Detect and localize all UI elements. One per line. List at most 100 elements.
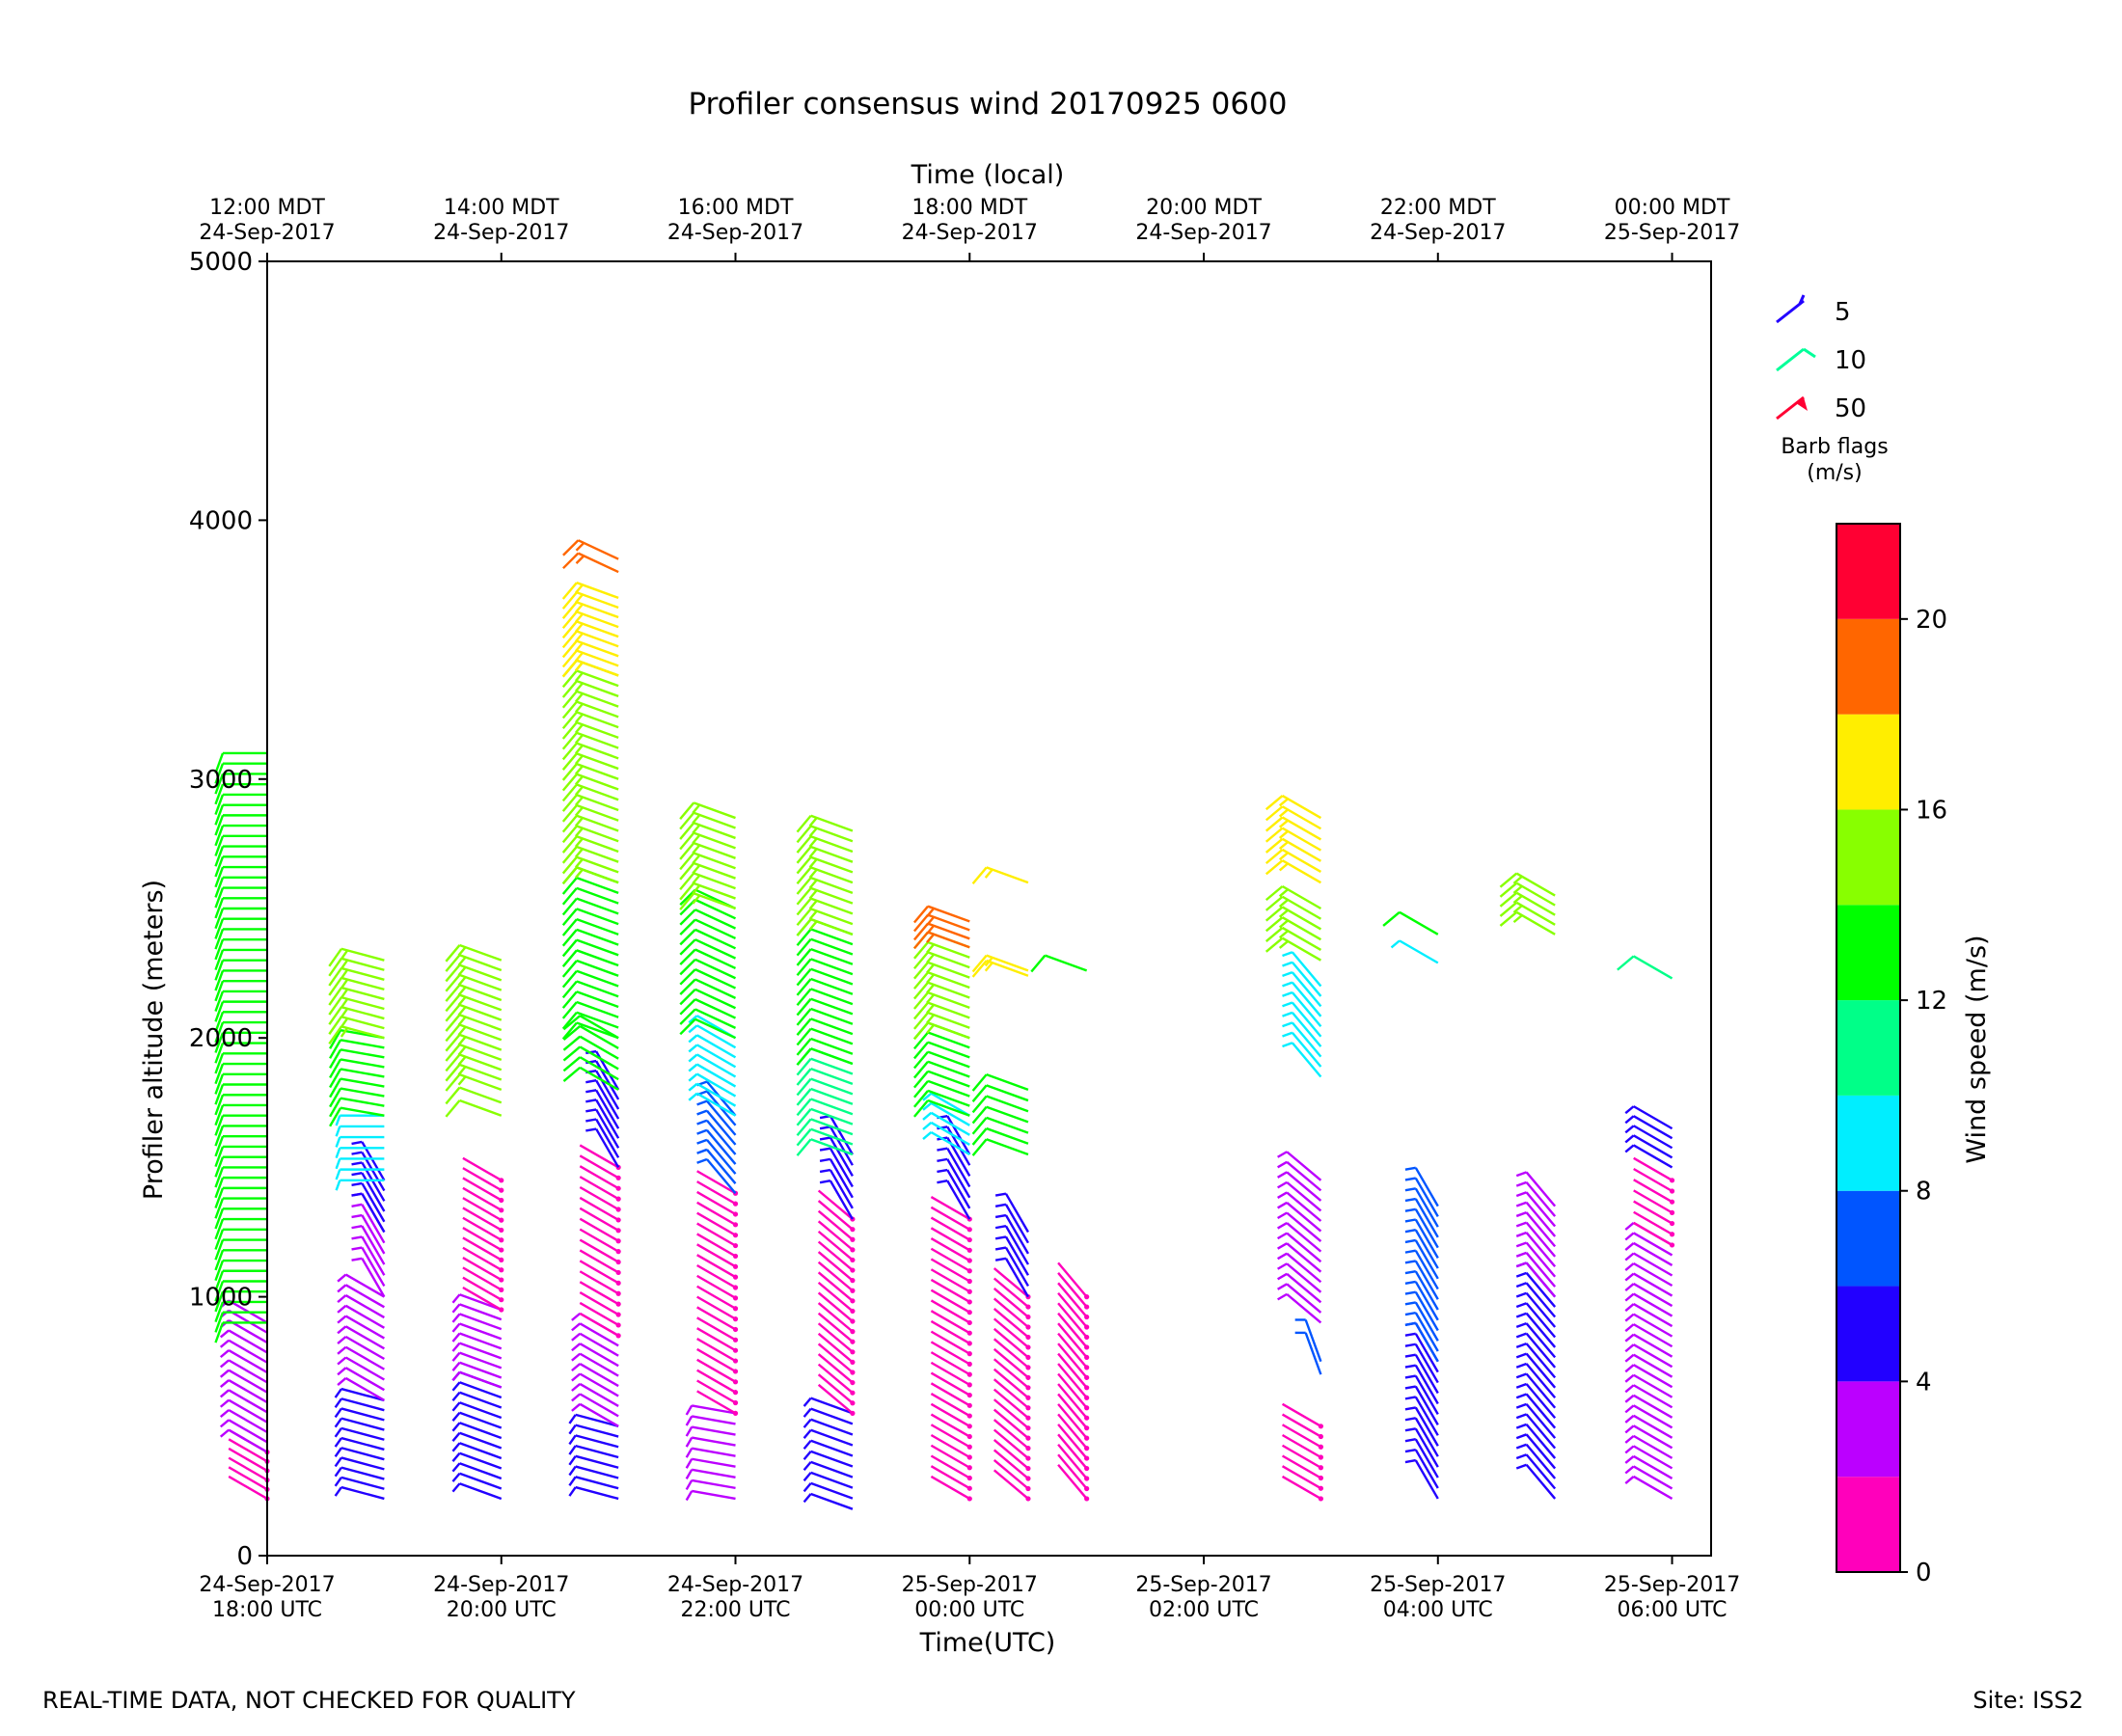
barb-half-flag [1278,930,1289,939]
wind-barb [585,1089,620,1129]
barb-shaft [993,1317,1029,1348]
wind-barb [930,1402,972,1429]
barb-shaft [1286,1283,1322,1314]
barb-shaft [575,1465,619,1479]
barb-shaft [459,1451,503,1470]
wind-barb [1624,1373,1673,1398]
barb-half-flag [568,1486,577,1497]
barb-half-flag [340,1017,349,1028]
barb-shaft [930,1371,970,1397]
wind-barbs [214,539,1675,1510]
barb-full-flag [912,951,929,970]
wind-barb [912,905,970,924]
colorbar-bin [1836,809,1900,906]
wind-barb [214,928,267,950]
barb-shaft [817,1332,854,1364]
barb-full-flag [796,1128,812,1147]
barb-shaft [993,1368,1029,1399]
wind-barb [1624,1475,1673,1500]
barb-shaft [829,1158,854,1199]
barb-half-flag [1277,1252,1288,1261]
wind-barb [1515,1231,1557,1268]
barb-shaft [340,1387,385,1402]
barb-half-flag [808,920,818,931]
barb-shaft [810,928,854,946]
wind-barb [1404,1207,1439,1249]
barb-shaft [576,630,619,648]
wind-barb [1624,1434,1673,1459]
barb-shaft [1291,951,1322,988]
barb-shaft [1004,1225,1029,1265]
barb-shaft [576,835,619,854]
barb-full-flag [561,680,578,698]
wind-barb [579,1249,621,1276]
barb-half-flag [451,1472,461,1482]
wind-barb [1057,1372,1090,1411]
wind-barb [1277,1252,1322,1284]
colorbar-bin [1836,524,1900,619]
barb-full-flag [971,1105,988,1125]
wind-barb [912,1050,970,1070]
barb-half-flag [1282,951,1293,958]
wind-barb [803,1450,854,1468]
barb-full-flag [561,630,578,649]
wind-barb [1057,1291,1090,1330]
barb-half-flag [922,1101,933,1111]
barb-shaft [692,1489,736,1501]
barb-shaft [1291,1042,1322,1078]
barb-shaft [993,1277,1029,1308]
barb-shaft [692,1436,736,1447]
wind-barb [679,978,737,999]
barb-full-flag [796,1047,812,1066]
wind-barb [796,937,854,957]
barb-shaft [1057,1413,1088,1450]
wind-barb [1404,1364,1439,1405]
barb-shaft [1414,1218,1439,1259]
barb-half-flag [219,1329,230,1339]
barb-shaft [361,1246,386,1288]
barb-half-flag [337,1325,347,1335]
barb-full-flag [329,1098,342,1118]
wind-barb [696,1295,739,1322]
wind-barb [1382,910,1439,936]
barb-half-flag [451,1371,461,1382]
wind-barb [796,1138,854,1156]
barb-half-flag [351,1181,363,1187]
barb-shaft [576,582,619,600]
barb-half-flag [574,671,584,682]
wind-barb [696,1138,737,1175]
barb-shaft [361,1204,386,1244]
barb-half-flag [819,1136,831,1141]
wind-barb [922,1111,970,1136]
wind-barb [445,1086,503,1105]
barb-full-flag [561,897,578,916]
barb-shaft [810,997,854,1016]
barb-half-flag [219,1398,230,1408]
wind-barb [930,1433,972,1460]
barb-half-flag [337,1367,347,1376]
barb-shaft [579,1238,619,1263]
barb-shaft [1057,1444,1088,1479]
barb-full-flag [561,918,578,936]
barb-half-flag [568,1414,577,1424]
barb-shaft [1286,1222,1322,1253]
top-tick-label-time: 00:00 MDT [1615,196,1730,220]
barb-shaft [459,1431,503,1450]
wind-barb [912,1060,970,1079]
wind-barb [803,1418,854,1436]
barb-shaft [1414,1198,1439,1238]
x-tick-label-time: 02:00 UTC [1149,1598,1259,1622]
wind-barb [993,1327,1031,1361]
barb-full-flag [796,988,812,1006]
wind-barb [1057,1322,1090,1361]
barb-full-flag [1265,827,1284,843]
barb-shaft [361,1193,386,1234]
wind-barb [214,897,267,919]
barb-shaft [810,1098,854,1116]
wind-barb [561,803,619,823]
barb-half-flag [451,1351,461,1362]
wind-barb [1404,1374,1439,1416]
barb-half-flag [1515,1241,1528,1248]
wind-barb [451,1381,503,1399]
barb-shaft [693,831,736,850]
